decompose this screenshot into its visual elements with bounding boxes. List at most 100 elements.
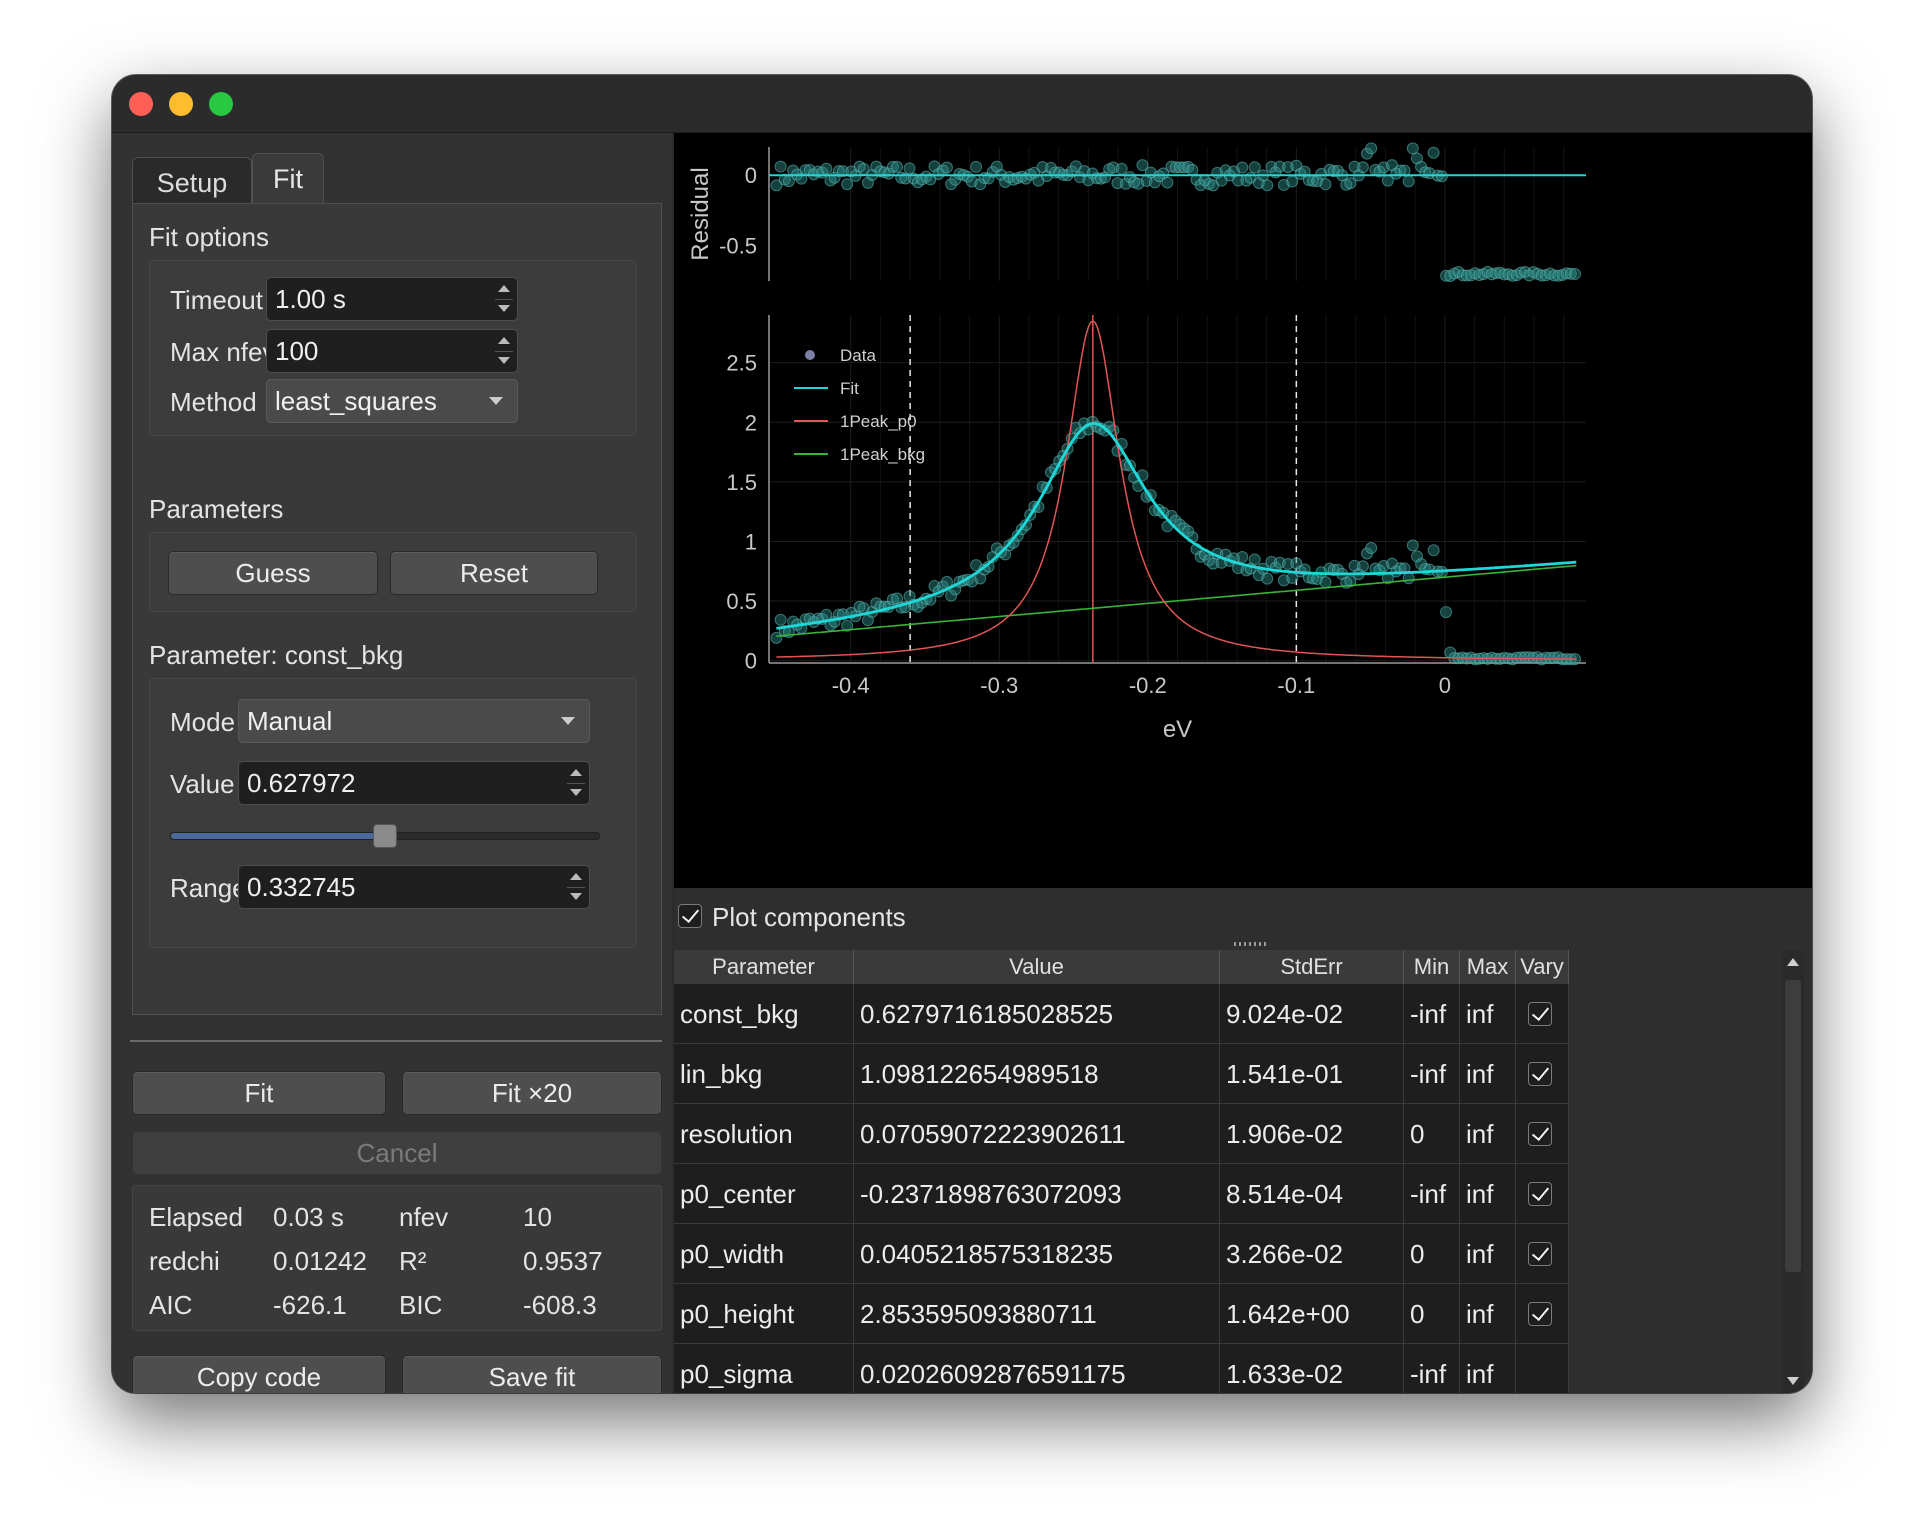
cell-max[interactable]: inf bbox=[1460, 1104, 1516, 1164]
cell-max[interactable]: inf bbox=[1460, 1044, 1516, 1104]
cancel-button[interactable]: Cancel bbox=[132, 1131, 662, 1175]
table-scrollbar[interactable] bbox=[1782, 950, 1804, 1393]
cell-parameter[interactable]: p0_height bbox=[674, 1284, 854, 1344]
cell-stderr[interactable]: 9.024e-02 bbox=[1220, 984, 1404, 1044]
vary-checkbox[interactable] bbox=[1528, 1302, 1552, 1326]
reset-button[interactable]: Reset bbox=[390, 551, 598, 595]
value-input[interactable]: 0.627972 bbox=[238, 761, 590, 805]
cell-min[interactable]: -inf bbox=[1404, 1164, 1460, 1224]
data-point bbox=[774, 613, 787, 626]
header-value[interactable]: Value bbox=[854, 950, 1220, 984]
table-row[interactable]: p0_height 2.853595093880711 1.642e+00 0 inf bbox=[674, 1284, 1569, 1344]
stepper-down-icon[interactable] bbox=[570, 789, 582, 796]
stepper-up-icon[interactable] bbox=[570, 769, 582, 776]
guess-button[interactable]: Guess bbox=[168, 551, 378, 595]
vary-checkbox[interactable] bbox=[1528, 1242, 1552, 1266]
table-row[interactable]: lin_bkg 1.098122654989518 1.541e-01 -inf inf bbox=[674, 1044, 1569, 1104]
cell-min[interactable]: 0 bbox=[1404, 1104, 1460, 1164]
minimize-window-button[interactable] bbox=[169, 92, 193, 116]
stepper-down-icon[interactable] bbox=[498, 305, 510, 312]
legend-entry: Data bbox=[840, 346, 876, 365]
fit-x20-button[interactable]: Fit ×20 bbox=[402, 1071, 662, 1115]
cell-min[interactable]: -inf bbox=[1404, 1344, 1460, 1393]
cell-parameter[interactable]: lin_bkg bbox=[674, 1044, 854, 1104]
range-stepper[interactable] bbox=[565, 869, 587, 905]
cell-max[interactable]: inf bbox=[1460, 1224, 1516, 1284]
cell-value[interactable]: -0.2371898763072093 bbox=[854, 1164, 1220, 1224]
header-max[interactable]: Max bbox=[1460, 950, 1516, 984]
table-row[interactable]: resolution 0.07059072223902611 1.906e-02 0 i… bbox=[674, 1104, 1569, 1164]
table-row[interactable]: p0_sigma 0.02026092876591175 1.633e-02 -inf… bbox=[674, 1344, 1569, 1393]
cell-parameter[interactable]: resolution bbox=[674, 1104, 854, 1164]
cell-parameter[interactable]: p0_center bbox=[674, 1164, 854, 1224]
timeout-stepper[interactable] bbox=[493, 281, 515, 317]
vary-checkbox[interactable] bbox=[1528, 1002, 1552, 1026]
maxnfev-stepper[interactable] bbox=[493, 333, 515, 369]
cell-parameter[interactable]: const_bkg bbox=[674, 984, 854, 1044]
residual-point bbox=[820, 162, 833, 175]
cell-value[interactable]: 0.02026092876591175 bbox=[854, 1344, 1220, 1393]
stepper-down-icon[interactable] bbox=[498, 357, 510, 364]
cell-value[interactable]: 2.853595093880711 bbox=[854, 1284, 1220, 1344]
maxnfev-input[interactable]: 100 bbox=[266, 329, 518, 373]
header-stderr[interactable]: StdErr bbox=[1220, 950, 1404, 984]
stepper-up-icon[interactable] bbox=[570, 873, 582, 880]
cell-value[interactable]: 0.0405218575318235 bbox=[854, 1224, 1220, 1284]
table-row[interactable]: p0_width 0.0405218575318235 3.266e-02 0 inf bbox=[674, 1224, 1569, 1284]
stepper-up-icon[interactable] bbox=[498, 337, 510, 344]
fit-button[interactable]: Fit bbox=[132, 1071, 386, 1115]
header-min[interactable]: Min bbox=[1404, 950, 1460, 984]
vary-checkbox[interactable] bbox=[1528, 1122, 1552, 1146]
scrollbar-thumb[interactable] bbox=[1785, 980, 1801, 1272]
vary-checkbox[interactable] bbox=[1528, 1062, 1552, 1086]
cell-value[interactable]: 1.098122654989518 bbox=[854, 1044, 1220, 1104]
cell-value[interactable]: 0.07059072223902611 bbox=[854, 1104, 1220, 1164]
scroll-down-icon[interactable] bbox=[1787, 1377, 1799, 1385]
splitter-handle[interactable] bbox=[1234, 942, 1268, 946]
data-point bbox=[1365, 541, 1378, 554]
cell-stderr[interactable]: 1.541e-01 bbox=[1220, 1044, 1404, 1104]
cell-stderr[interactable]: 1.633e-02 bbox=[1220, 1344, 1404, 1393]
cell-min[interactable]: -inf bbox=[1404, 984, 1460, 1044]
header-parameter[interactable]: Parameter bbox=[674, 950, 854, 984]
cell-stderr[interactable]: 8.514e-04 bbox=[1220, 1164, 1404, 1224]
tab-setup[interactable]: Setup bbox=[132, 157, 252, 203]
cell-max[interactable]: inf bbox=[1460, 1284, 1516, 1344]
residual-point bbox=[836, 165, 849, 178]
scroll-up-icon[interactable] bbox=[1787, 958, 1799, 966]
close-window-button[interactable] bbox=[129, 92, 153, 116]
table-header: Parameter Value StdErr Min Max Vary bbox=[674, 950, 1569, 984]
cell-max[interactable]: inf bbox=[1460, 1164, 1516, 1224]
elapsed-value: 0.03 s bbox=[273, 1202, 344, 1232]
cell-min[interactable]: -inf bbox=[1404, 1044, 1460, 1104]
stepper-down-icon[interactable] bbox=[570, 893, 582, 900]
cell-value[interactable]: 0.6279716185028525 bbox=[854, 984, 1220, 1044]
method-select[interactable]: least_squares bbox=[266, 379, 518, 423]
stepper-up-icon[interactable] bbox=[498, 285, 510, 292]
cell-stderr[interactable]: 3.266e-02 bbox=[1220, 1224, 1404, 1284]
table-row[interactable]: const_bkg 0.6279716185028525 9.024e-02 -inf… bbox=[674, 984, 1569, 1044]
range-input[interactable]: 0.332745 bbox=[238, 865, 590, 909]
tab-fit[interactable]: Fit bbox=[252, 153, 324, 203]
value-stepper[interactable] bbox=[565, 765, 587, 801]
plot-components-checkbox[interactable] bbox=[678, 904, 702, 928]
copy-code-button[interactable]: Copy code bbox=[132, 1355, 386, 1393]
cell-min[interactable]: 0 bbox=[1404, 1224, 1460, 1284]
cell-stderr[interactable]: 1.642e+00 bbox=[1220, 1284, 1404, 1344]
cell-stderr[interactable]: 1.906e-02 bbox=[1220, 1104, 1404, 1164]
cell-parameter[interactable]: p0_sigma bbox=[674, 1344, 854, 1393]
vary-checkbox[interactable] bbox=[1528, 1182, 1552, 1206]
cell-max[interactable]: inf bbox=[1460, 1344, 1516, 1393]
cell-parameter[interactable]: p0_width bbox=[674, 1224, 854, 1284]
cell-min[interactable]: 0 bbox=[1404, 1284, 1460, 1344]
table-row[interactable]: p0_center -0.2371898763072093 8.514e-04 -in… bbox=[674, 1164, 1569, 1224]
save-fit-button[interactable]: Save fit bbox=[402, 1355, 662, 1393]
zoom-window-button[interactable] bbox=[209, 92, 233, 116]
mode-select[interactable]: Manual bbox=[238, 699, 590, 743]
header-vary[interactable]: Vary bbox=[1516, 950, 1569, 984]
cell-max[interactable]: inf bbox=[1460, 984, 1516, 1044]
plot-area[interactable]: 0 -0.5 Residual 0 0.5 1 1.5 2 2.5 -0.4 -0.3 -0.2 -0.… bbox=[674, 133, 1812, 888]
value-slider-handle[interactable] bbox=[373, 824, 397, 848]
timeout-input[interactable]: 1.00 s bbox=[266, 277, 518, 321]
